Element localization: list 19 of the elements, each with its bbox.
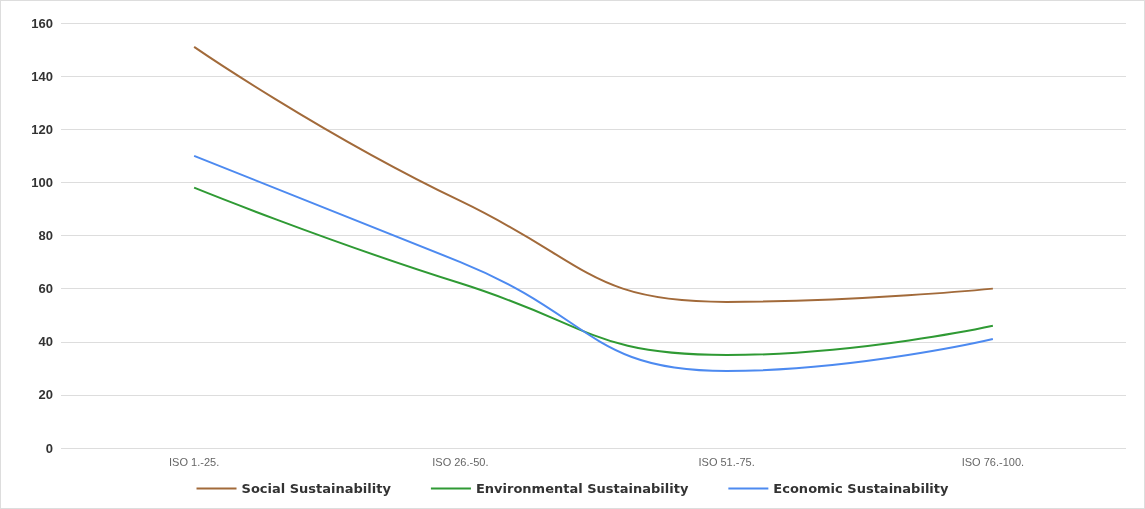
legend-label: Social Sustainability [241, 481, 392, 496]
legend-label: Economic Sustainability [773, 481, 950, 496]
x-tick-label: ISO 51.-75. [698, 455, 755, 468]
y-tick-label: 80 [38, 228, 53, 243]
y-tick-label: 40 [38, 334, 53, 350]
line-series [193, 186, 994, 357]
y-tick-label: 160 [31, 15, 53, 31]
y-tick-label: 20 [38, 387, 53, 403]
x-tick-label: ISO 26.-50. [432, 455, 489, 468]
y-tick-label: 0 [45, 440, 53, 456]
line-series [193, 154, 994, 372]
y-tick-label: 140 [31, 68, 53, 84]
x-tick-label: ISO 1.-25. [169, 455, 220, 468]
x-tick-label: ISO 76.-100. [961, 455, 1025, 468]
y-tick-label: 100 [31, 174, 53, 190]
line-series [193, 45, 994, 303]
y-tick-label: 60 [38, 281, 53, 297]
y-tick-label: 120 [31, 121, 53, 137]
legend-label: Environmental Sustainability [475, 481, 689, 496]
